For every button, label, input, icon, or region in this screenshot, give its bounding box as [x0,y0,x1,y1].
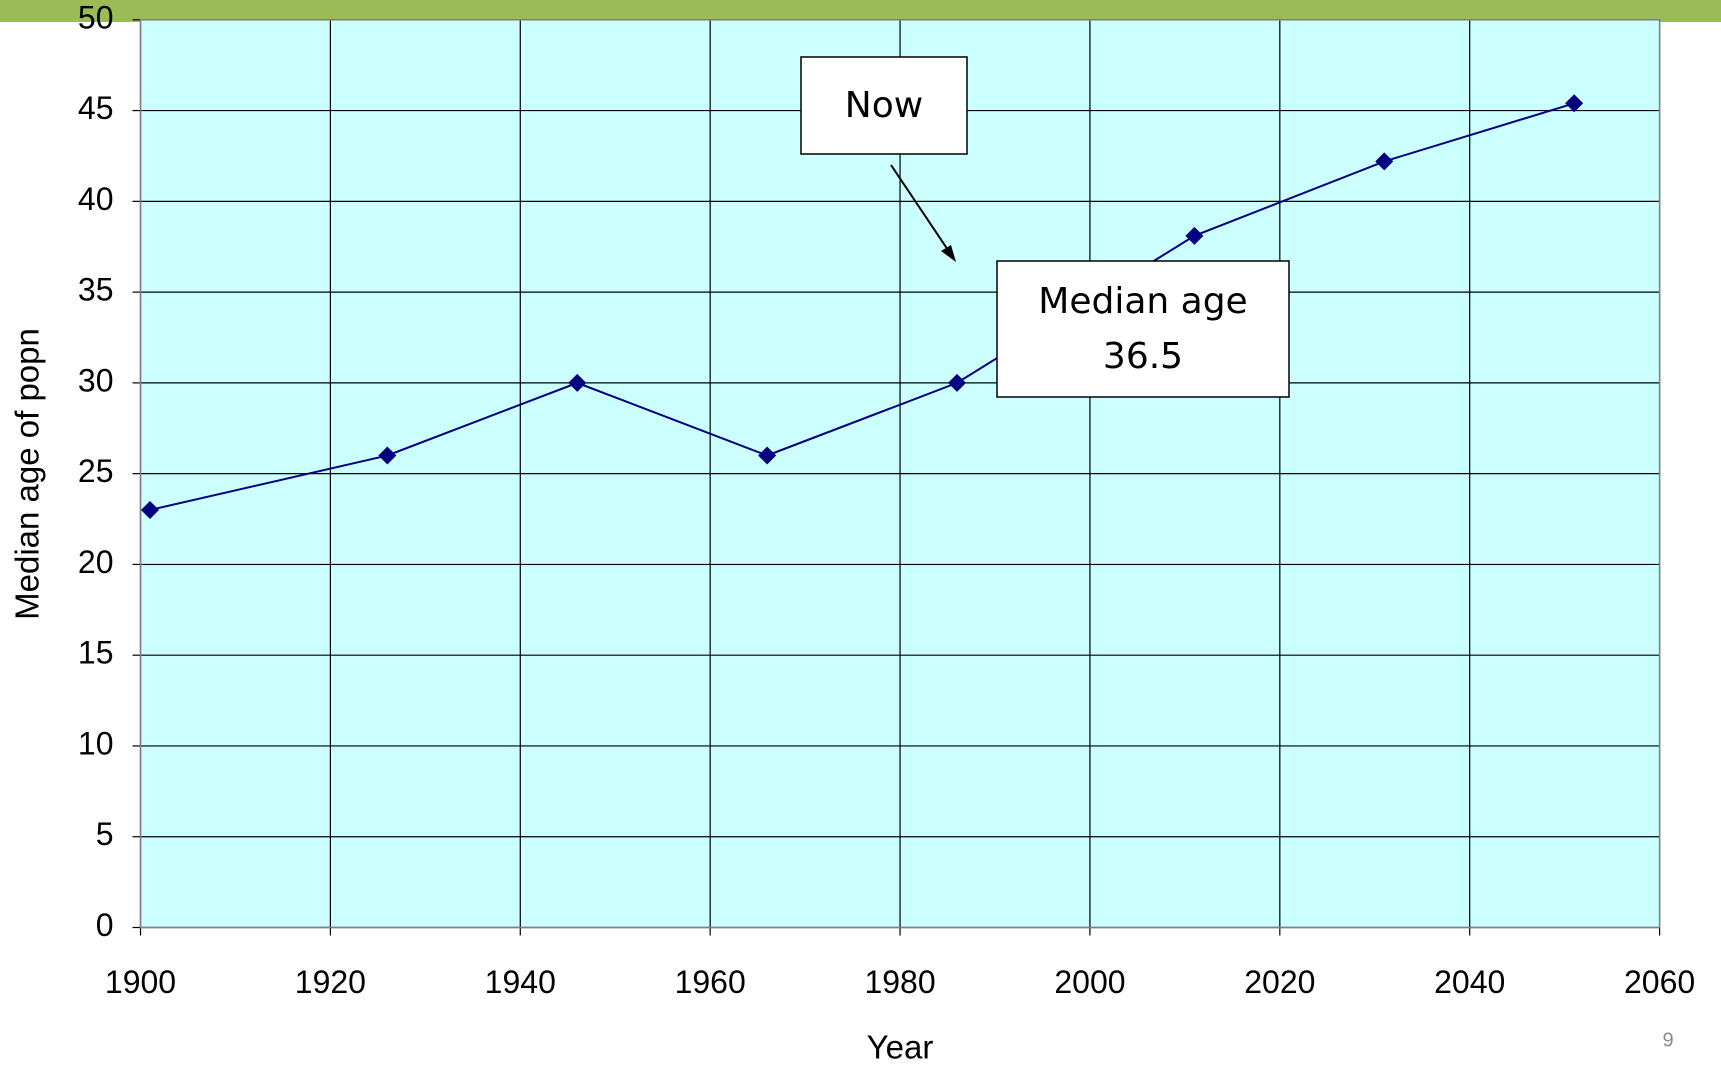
y-tick-label: 35 [78,272,114,308]
y-tick-label: 0 [96,907,114,943]
title-bar [0,0,1721,22]
data-point [1185,226,1204,245]
x-tick-label: 1920 [295,964,366,1000]
x-axis-title: Year [867,1029,934,1066]
annotation: Median age [1038,281,1247,322]
data-point [758,446,777,465]
y-tick-label: 40 [78,181,114,217]
page-number: 9 [1662,1029,1673,1051]
annotation-box [996,260,1290,398]
x-tick-label: 2000 [1054,964,1125,1000]
y-tick-label: 15 [78,635,114,671]
y-tick-label: 20 [78,544,114,580]
data-point [568,373,587,392]
annotation-arrow [890,164,953,257]
data-line [149,102,1575,511]
annotation-arrowhead [941,245,956,262]
y-tick-label: 30 [78,362,114,398]
annotation: Now [845,85,923,126]
y-tick-label: 45 [78,90,114,126]
x-tick-label: 1980 [864,964,935,1000]
annotation: 36.5 [1103,336,1183,377]
x-tick-label: 2020 [1244,964,1315,1000]
data-point [1375,152,1394,171]
x-tick-label: 1900 [105,964,176,1000]
x-tick-label: 2060 [1624,964,1695,1000]
data-point [1565,94,1584,113]
y-tick-label: 10 [78,725,114,761]
data-point [948,373,967,392]
annotation-box [800,56,968,155]
data-point [140,500,159,519]
data-point [378,446,397,465]
y-axis-title: Median age of popn [9,328,46,620]
x-tick-label: 1960 [675,964,746,1000]
y-tick-label: 50 [78,0,114,35]
y-tick-label: 5 [96,816,114,852]
x-tick-label: 1940 [485,964,556,1000]
y-tick-label: 25 [78,453,114,489]
plot-frame [139,19,1661,929]
x-tick-label: 2040 [1434,964,1505,1000]
